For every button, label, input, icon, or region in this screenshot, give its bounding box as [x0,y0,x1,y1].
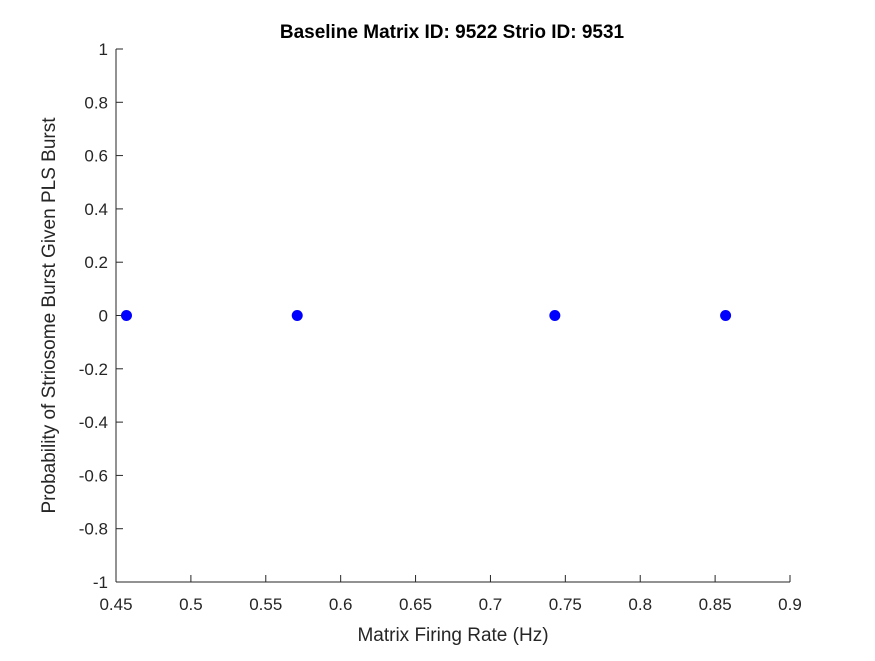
y-tick-label: 0.2 [84,253,108,272]
y-tick-label: 0 [99,307,108,326]
x-tick-label: 0.7 [479,595,503,614]
y-tick-label: -1 [93,573,108,592]
x-tick-label: 0.5 [179,595,203,614]
axes [115,49,790,583]
data-points [120,310,732,321]
y-ticks: -1 -0.8 -0.6 -0.4 -0.2 0 0.2 0.4 0.6 0.8 1 [79,40,123,592]
x-axis-label: Matrix Firing Rate (Hz) [357,625,548,646]
x-tick-label: 0.75 [549,595,582,614]
data-point [720,310,732,321]
data-point [291,310,303,321]
x-tick-label: 0.85 [699,595,732,614]
y-tick-label: 0.4 [84,200,108,219]
x-tick-label: 0.65 [399,595,432,614]
data-point [120,310,132,321]
y-tick-label: -0.6 [79,466,108,485]
y-tick-label: -0.8 [79,520,108,539]
chart-title: Baseline Matrix ID: 9522 Strio ID: 9531 [280,22,625,43]
x-ticks: 0.45 0.5 0.55 0.6 0.65 0.7 0.75 0.8 0.85 0.9 [99,575,802,614]
x-tick-label: 0.8 [628,595,652,614]
x-tick-label: 0.9 [778,595,802,614]
data-point [549,310,561,321]
y-tick-label: 0.6 [84,147,108,166]
y-tick-label: -0.2 [79,360,108,379]
x-tick-label: 0.6 [329,595,353,614]
y-tick-label: -0.4 [79,413,108,432]
x-tick-label: 0.45 [99,595,132,614]
y-tick-label: 0.8 [84,93,108,112]
y-tick-label: 1 [99,40,108,59]
x-tick-label: 0.55 [249,595,282,614]
y-axis-label: Probability of Striosome Burst Given PLS… [39,117,60,514]
